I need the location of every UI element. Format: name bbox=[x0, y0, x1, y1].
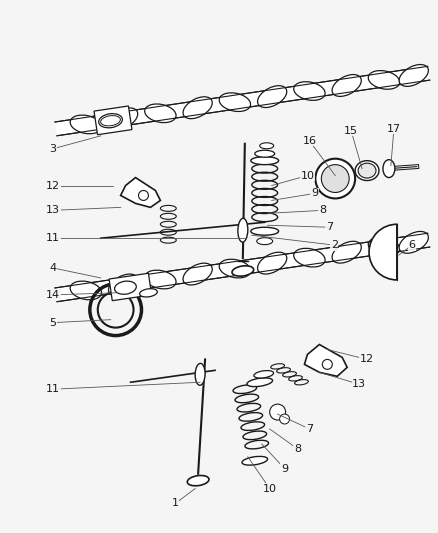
Ellipse shape bbox=[242, 456, 268, 465]
Ellipse shape bbox=[145, 104, 176, 123]
Polygon shape bbox=[94, 106, 132, 135]
Ellipse shape bbox=[258, 86, 287, 108]
Ellipse shape bbox=[183, 97, 212, 119]
Text: 4: 4 bbox=[49, 263, 57, 273]
Polygon shape bbox=[120, 177, 160, 207]
Ellipse shape bbox=[255, 150, 275, 157]
Polygon shape bbox=[109, 273, 152, 301]
Ellipse shape bbox=[257, 238, 273, 245]
Ellipse shape bbox=[101, 116, 120, 126]
Circle shape bbox=[270, 404, 286, 420]
Ellipse shape bbox=[70, 281, 102, 300]
Ellipse shape bbox=[321, 165, 349, 192]
Ellipse shape bbox=[219, 259, 251, 278]
Text: 12: 12 bbox=[360, 354, 374, 365]
Ellipse shape bbox=[358, 163, 376, 178]
Text: 9: 9 bbox=[311, 189, 318, 198]
Text: 10: 10 bbox=[263, 483, 277, 494]
Text: 10: 10 bbox=[300, 171, 314, 181]
Ellipse shape bbox=[332, 241, 361, 263]
Ellipse shape bbox=[247, 378, 272, 386]
Circle shape bbox=[322, 359, 332, 369]
Text: 2: 2 bbox=[331, 240, 338, 250]
Text: 12: 12 bbox=[46, 181, 60, 190]
Polygon shape bbox=[304, 344, 347, 376]
Ellipse shape bbox=[232, 266, 254, 276]
Text: 13: 13 bbox=[352, 379, 366, 389]
Text: 11: 11 bbox=[46, 384, 60, 394]
Ellipse shape bbox=[258, 252, 287, 274]
Ellipse shape bbox=[187, 475, 209, 486]
Ellipse shape bbox=[238, 219, 248, 242]
Ellipse shape bbox=[315, 159, 355, 198]
Ellipse shape bbox=[294, 248, 325, 267]
Ellipse shape bbox=[109, 274, 138, 296]
Text: 3: 3 bbox=[49, 144, 57, 154]
Text: 8: 8 bbox=[319, 205, 326, 215]
Ellipse shape bbox=[368, 70, 399, 89]
Ellipse shape bbox=[219, 93, 251, 111]
Text: 16: 16 bbox=[302, 136, 316, 146]
Text: 11: 11 bbox=[46, 233, 60, 243]
Ellipse shape bbox=[109, 108, 138, 130]
Text: 9: 9 bbox=[281, 464, 288, 474]
Text: 1: 1 bbox=[172, 498, 179, 508]
Ellipse shape bbox=[260, 143, 274, 149]
Text: 6: 6 bbox=[408, 240, 415, 250]
Ellipse shape bbox=[195, 364, 205, 385]
Ellipse shape bbox=[254, 370, 274, 378]
Ellipse shape bbox=[399, 64, 428, 86]
Ellipse shape bbox=[332, 75, 361, 96]
Text: 7: 7 bbox=[306, 424, 313, 434]
Ellipse shape bbox=[294, 82, 325, 100]
Ellipse shape bbox=[251, 227, 279, 235]
Text: 5: 5 bbox=[49, 318, 57, 328]
Text: 8: 8 bbox=[294, 444, 301, 454]
Ellipse shape bbox=[99, 114, 122, 128]
Wedge shape bbox=[369, 224, 397, 280]
Circle shape bbox=[279, 414, 290, 424]
Ellipse shape bbox=[140, 289, 157, 297]
Ellipse shape bbox=[70, 115, 102, 134]
Ellipse shape bbox=[145, 270, 176, 289]
Ellipse shape bbox=[355, 160, 379, 181]
Ellipse shape bbox=[251, 157, 279, 165]
Text: 14: 14 bbox=[46, 290, 60, 300]
Ellipse shape bbox=[383, 160, 395, 177]
Ellipse shape bbox=[183, 263, 212, 285]
Text: 15: 15 bbox=[344, 126, 358, 136]
Polygon shape bbox=[55, 233, 430, 302]
Ellipse shape bbox=[399, 231, 428, 253]
Text: 7: 7 bbox=[326, 222, 333, 232]
Text: 13: 13 bbox=[46, 205, 60, 215]
Ellipse shape bbox=[115, 281, 136, 294]
Ellipse shape bbox=[368, 237, 399, 256]
Circle shape bbox=[138, 190, 148, 200]
Polygon shape bbox=[55, 66, 430, 136]
Text: 17: 17 bbox=[387, 124, 401, 134]
